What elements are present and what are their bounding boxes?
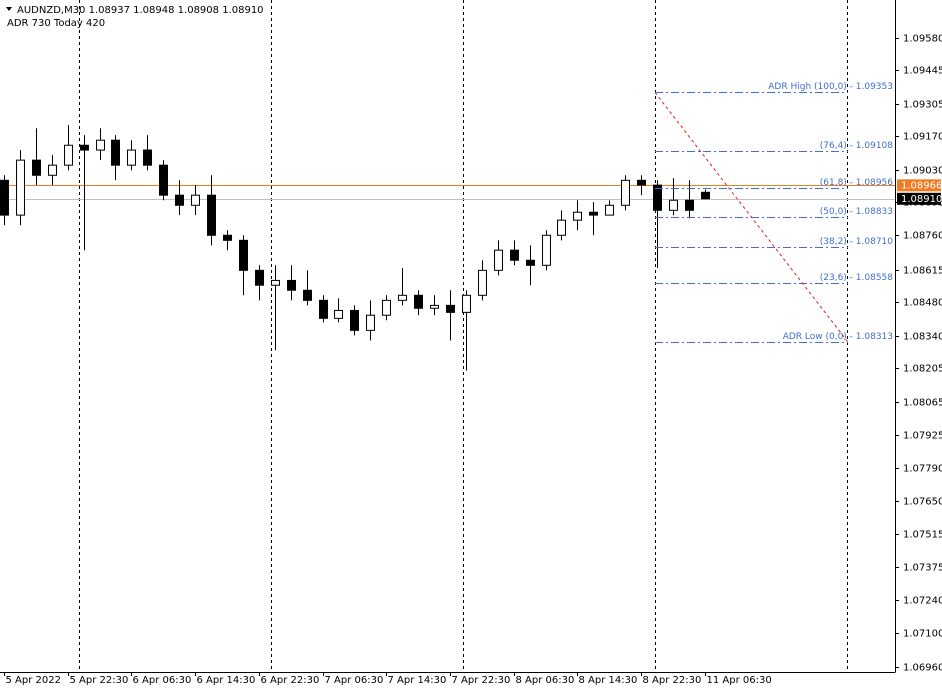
candle-body bbox=[96, 139, 105, 151]
candle-body bbox=[271, 279, 280, 286]
x-tick-label: 7 Apr 22:30 bbox=[452, 675, 511, 686]
x-tick-label: 7 Apr 14:30 bbox=[388, 675, 447, 686]
x-tick-label: 11 Apr 06:30 bbox=[707, 675, 772, 686]
fib-label: ADR Low (0,0) - 1.08313 bbox=[783, 332, 893, 342]
candle-body bbox=[398, 294, 407, 301]
candle-body bbox=[0, 179, 9, 216]
fib-label: (61,8) - 1.08956 bbox=[820, 178, 894, 188]
y-tick-label: 1.09030 bbox=[903, 166, 942, 177]
y-tick-label: 1.07790 bbox=[903, 464, 942, 475]
y-tick-label: 1.07650 bbox=[903, 497, 942, 508]
candle-body bbox=[542, 234, 551, 266]
candle-body bbox=[191, 194, 200, 206]
candle-body bbox=[430, 304, 439, 309]
x-tick-label: 8 Apr 14:30 bbox=[579, 675, 638, 686]
candle-body bbox=[287, 279, 296, 291]
y-tick-label: 1.08480 bbox=[903, 298, 942, 309]
candle-body bbox=[621, 179, 630, 206]
candle-body bbox=[605, 204, 614, 216]
candle-body bbox=[589, 211, 598, 216]
period-separators bbox=[79, 0, 848, 672]
y-tick-label: 1.09305 bbox=[903, 100, 942, 111]
y-tick-label: 1.08615 bbox=[903, 266, 942, 277]
candle-body bbox=[446, 304, 455, 313]
candle-body bbox=[334, 309, 343, 319]
candle-body bbox=[478, 269, 487, 296]
y-tick-label: 1.09445 bbox=[903, 66, 942, 77]
indicator-label: ADR 730 Today 420 bbox=[7, 18, 105, 29]
y-tick-label: 1.08760 bbox=[903, 231, 942, 242]
collapse-icon[interactable] bbox=[6, 7, 12, 11]
y-tick-label: 1.08205 bbox=[903, 364, 942, 375]
y-tick-label: 1.07515 bbox=[903, 530, 942, 541]
fib-label: ADR High (100,0) - 1.09353 bbox=[768, 82, 893, 92]
candle-body bbox=[653, 184, 662, 211]
x-tick-label: 6 Apr 06:30 bbox=[133, 675, 192, 686]
candle-body bbox=[701, 191, 710, 200]
candle-body bbox=[48, 164, 57, 176]
y-tick-label: 1.07925 bbox=[903, 431, 942, 442]
candle-body bbox=[16, 159, 25, 216]
x-tick-label: 8 Apr 22:30 bbox=[643, 675, 702, 686]
candle-body bbox=[143, 149, 152, 166]
chart-header: AUDNZD,M30 1.08937 1.08948 1.08908 1.089… bbox=[17, 5, 264, 16]
y-tick-label: 1.07100 bbox=[903, 629, 942, 640]
candle-body bbox=[32, 159, 41, 176]
candle-body bbox=[350, 309, 359, 331]
x-tick-label: 6 Apr 14:30 bbox=[197, 675, 256, 686]
candle-body bbox=[685, 199, 694, 211]
candle-body bbox=[223, 234, 232, 241]
candle-body bbox=[111, 139, 120, 166]
price-label: 1.08966 bbox=[901, 180, 942, 191]
candle-body bbox=[573, 211, 582, 221]
x-tick-label: 6 Apr 22:30 bbox=[261, 675, 320, 686]
candle-body bbox=[127, 149, 136, 166]
y-tick-label: 1.08340 bbox=[903, 332, 942, 343]
price-label-box bbox=[897, 179, 941, 192]
price-label-box bbox=[897, 192, 941, 205]
candle-body bbox=[366, 314, 375, 331]
fib-label: (50,0) - 1.08833 bbox=[820, 207, 893, 217]
candle-body bbox=[159, 164, 168, 196]
fib-label: (23,6) - 1.08558 bbox=[820, 273, 894, 283]
candle-body bbox=[669, 199, 678, 211]
x-tick-label: 8 Apr 06:30 bbox=[516, 675, 575, 686]
candle-body bbox=[303, 289, 312, 301]
candle-body bbox=[462, 294, 471, 313]
candle-body bbox=[255, 269, 264, 286]
x-tick-label: 5 Apr 22:30 bbox=[70, 675, 129, 686]
candle-body bbox=[64, 144, 73, 166]
price-label: 1.08910 bbox=[901, 194, 942, 205]
candle-body bbox=[510, 249, 519, 261]
y-tick-label: 1.07375 bbox=[903, 563, 942, 574]
candle-body bbox=[526, 259, 535, 266]
candle-body bbox=[494, 249, 503, 271]
y-tick-label: 1.07240 bbox=[903, 596, 942, 607]
y-tick-label: 1.09170 bbox=[903, 132, 942, 143]
fib-label: (38,2) - 1.08710 bbox=[820, 237, 894, 247]
fib-label: (76,4) - 1.09108 bbox=[820, 141, 894, 151]
candle-body bbox=[80, 144, 89, 151]
candle-body bbox=[319, 299, 328, 319]
candle-body bbox=[382, 299, 391, 316]
candle-body bbox=[414, 294, 423, 309]
candle-body bbox=[557, 219, 566, 236]
candle-body bbox=[207, 194, 216, 236]
x-tick-label: 7 Apr 06:30 bbox=[325, 675, 384, 686]
candle-body bbox=[175, 194, 184, 206]
y-tick-label: 1.08065 bbox=[903, 398, 942, 409]
candle-body bbox=[239, 239, 248, 271]
candle-body bbox=[637, 179, 646, 186]
fib-trend bbox=[654, 92, 849, 343]
y-tick-label: 1.06960 bbox=[903, 663, 942, 674]
x-tick-label: 5 Apr 2022 bbox=[6, 675, 61, 686]
y-tick-label: 1.09580 bbox=[903, 34, 942, 45]
